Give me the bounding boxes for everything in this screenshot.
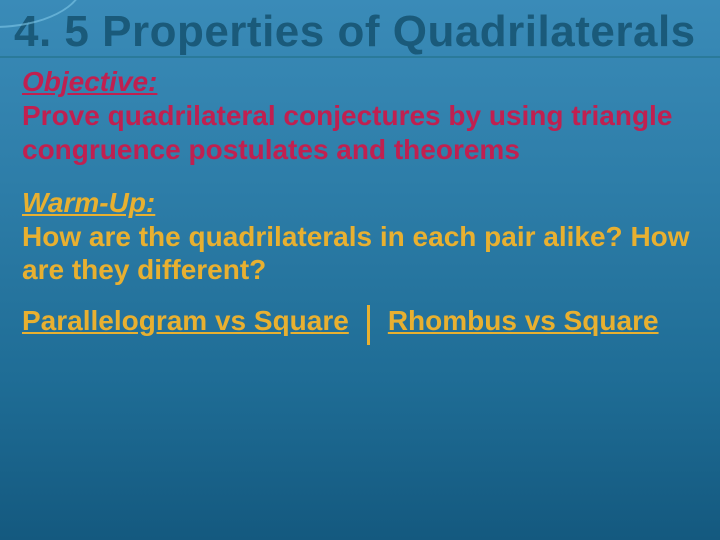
objective-text: Prove quadrilateral conjectures by using… [22, 99, 698, 166]
slide-content: Objective: Prove quadrilateral conjectur… [0, 58, 720, 344]
slide: 4. 5 Properties of Quadrilaterals Object… [0, 0, 720, 540]
vertical-divider [367, 305, 370, 345]
warmup-block: Warm-Up: How are the quadrilaterals in e… [22, 185, 698, 287]
compare-row: Parallelogram vs Square Rhombus vs Squar… [22, 305, 698, 345]
warmup-text: How are the quadrilaterals in each pair … [22, 220, 698, 287]
slide-title: 4. 5 Properties of Quadrilaterals [0, 0, 720, 58]
objective-block: Objective: Prove quadrilateral conjectur… [22, 64, 698, 166]
compare-right: Rhombus vs Square [378, 305, 669, 337]
objective-label: Objective: [22, 66, 157, 97]
warmup-label: Warm-Up: [22, 187, 155, 218]
compare-left: Parallelogram vs Square [22, 305, 359, 337]
